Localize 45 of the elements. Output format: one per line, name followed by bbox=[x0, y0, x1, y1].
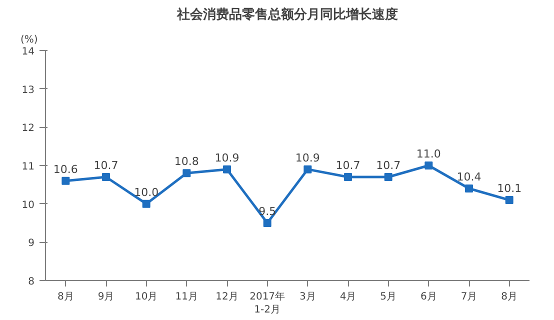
point bbox=[304, 165, 312, 174]
data-label: 10.0 bbox=[134, 186, 159, 199]
x-tick-label: 4月 bbox=[340, 292, 356, 302]
data-label: 10.6 bbox=[53, 162, 78, 176]
point bbox=[182, 169, 191, 178]
data-label: 10.9 bbox=[214, 151, 240, 164]
chart-title: 社会消费品零售总额分月同比增长速度 bbox=[176, 6, 398, 22]
x-tick-label: 2017年 1-2月 bbox=[250, 290, 286, 316]
y-tick-label: 14 bbox=[22, 46, 35, 58]
point bbox=[263, 219, 272, 227]
point bbox=[384, 173, 392, 181]
data-label: 10.7 bbox=[336, 159, 360, 172]
y-tick-label: 10 bbox=[22, 200, 35, 211]
data-label: 10.9 bbox=[295, 151, 320, 164]
data-label: 10.8 bbox=[174, 155, 199, 168]
x-tick-label: 8月 bbox=[501, 292, 518, 302]
point bbox=[62, 176, 70, 185]
x-tick-label: 9月 bbox=[98, 292, 114, 302]
point bbox=[465, 184, 473, 192]
y-axis-title: (%) bbox=[20, 34, 38, 46]
point bbox=[102, 173, 110, 181]
x-tick-label: 10月 bbox=[134, 292, 158, 302]
point bbox=[424, 162, 433, 170]
data-label: 9.5 bbox=[258, 205, 276, 218]
x-tick-label: 8月 bbox=[57, 292, 74, 302]
y-tick-label: 9 bbox=[28, 238, 35, 250]
data-label: 10.7 bbox=[94, 159, 118, 172]
data-label: 10.7 bbox=[376, 159, 401, 172]
x-tick-label: 7月 bbox=[460, 292, 478, 302]
data-label: 10.1 bbox=[497, 182, 522, 195]
x-tick-label: 3月 bbox=[299, 292, 316, 302]
y-tick-label: 12 bbox=[22, 123, 35, 134]
y-tick-label: 13 bbox=[22, 84, 35, 96]
y-tick-label: 8 bbox=[28, 276, 35, 288]
point bbox=[344, 173, 352, 181]
x-tick-label: 12月 bbox=[216, 292, 238, 302]
point bbox=[223, 165, 231, 174]
data-label: 10.4 bbox=[456, 170, 482, 184]
point bbox=[505, 196, 514, 204]
x-tick-label: 5月 bbox=[380, 292, 397, 302]
point bbox=[142, 200, 150, 208]
x-tick-label: 11月 bbox=[175, 292, 198, 302]
y-tick-label: 11 bbox=[22, 162, 35, 172]
x-tick-label: 6月 bbox=[420, 292, 437, 302]
data-label: 11.0 bbox=[416, 148, 441, 160]
